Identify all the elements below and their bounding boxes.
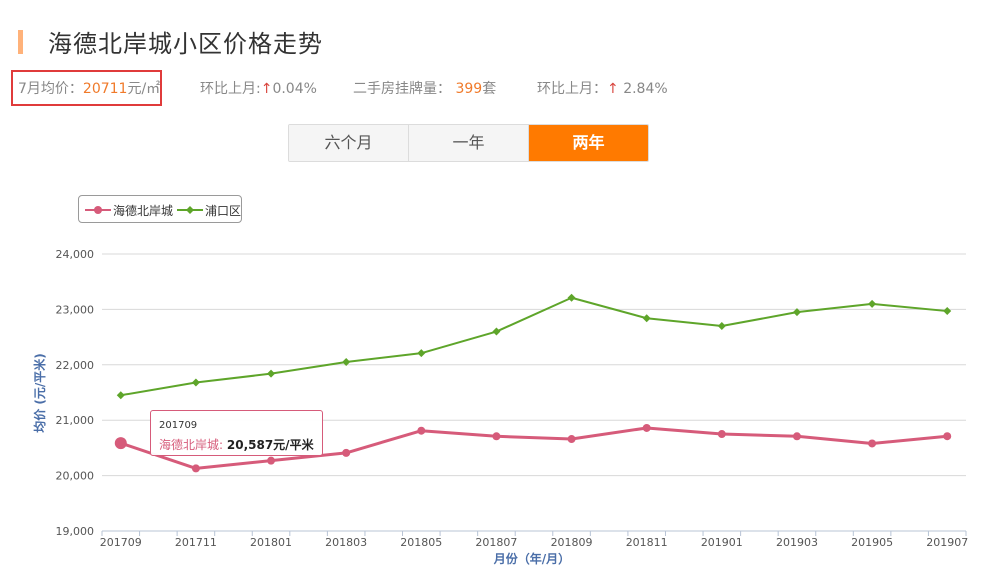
legend-item-pukou[interactable]: 浦口区 [205,204,242,218]
mom-price-label: 环比上月: [200,81,261,97]
y-tick-label: 22,000 [56,359,95,372]
mom-listing-label: 环比上月： [537,81,607,97]
avg-price-value: 20711 [82,81,128,97]
legend-marker-pukou [177,206,203,214]
data-point[interactable] [267,456,276,465]
data-point[interactable] [417,426,426,435]
chart-legend: 海德北岸城 浦口区 [78,195,242,223]
data-point[interactable] [116,391,125,400]
title-accent-bar [18,30,23,54]
avg-price-highlight [11,70,162,106]
up-arrow-icon: ↑ [607,81,619,97]
x-tick-label: 201809 [551,536,593,549]
mom-listing-stat: 环比上月：↑ 2.84% [537,78,668,98]
y-tick-label: 21,000 [56,414,95,427]
data-point[interactable] [868,439,877,448]
data-point[interactable] [943,432,952,441]
data-point[interactable] [342,358,351,367]
tab-one-year[interactable]: 一年 [409,125,529,161]
data-point[interactable] [943,307,952,316]
avg-price-stat: 7月均价：20711元/㎡ [18,78,160,98]
data-point[interactable] [868,299,877,308]
avg-price-label: 7月均价： [18,81,83,97]
data-point[interactable] [567,435,576,444]
series-line [120,296,948,397]
y-tick-label: 20,000 [56,470,95,483]
x-tick-label: 201903 [776,536,818,549]
listing-value: 399 [455,81,483,97]
x-tick-label: 201801 [250,536,292,549]
y-tick-label: 24,000 [56,248,95,261]
data-point[interactable] [417,349,426,358]
legend-marker-haide [85,206,111,214]
listing-stat: 二手房挂牌量： 399套 [353,78,496,98]
listing-unit: 套 [482,81,497,97]
mom-price-stat: 环比上月:↑0.04% [200,78,317,98]
x-tick-label: 201811 [626,536,668,549]
up-arrow-icon: ↑ [260,81,273,97]
data-point[interactable] [642,423,651,432]
tooltip-row: 海德北岸城: 20,587元/平米 [159,436,314,453]
data-point[interactable] [717,430,726,439]
tab-two-years[interactable]: 两年 [529,125,648,161]
y-tick-label: 23,000 [56,303,95,316]
x-axis-title: 月份（年/月） [493,551,570,566]
data-point[interactable] [717,322,726,331]
x-tick-label: 201709 [100,536,142,549]
data-point[interactable] [191,378,200,387]
data-point[interactable] [267,369,276,378]
x-tick-label: 201901 [701,536,743,549]
x-tick-label: 201711 [175,536,217,549]
data-point[interactable] [567,293,576,302]
avg-price-unit: 元/㎡ [127,81,161,97]
x-tick-label: 201807 [475,536,517,549]
period-tabs: 六个月 一年 两年 [288,124,649,162]
mom-listing-value: 2.84% [623,81,668,97]
tab-six-months[interactable]: 六个月 [289,125,409,161]
data-point[interactable] [492,327,501,336]
data-point[interactable] [792,432,801,441]
mom-price-value: 0.04% [272,81,317,97]
data-point[interactable] [642,314,651,323]
tooltip-series-name: 海德北岸城: [159,438,224,452]
listing-label: 二手房挂牌量： [353,81,451,97]
data-point[interactable] [191,464,200,473]
data-point[interactable] [792,308,801,317]
data-point[interactable] [114,437,127,450]
data-point[interactable] [492,432,501,441]
chart-tooltip: 201709 海德北岸城: 20,587元/平米 [150,410,323,456]
page-title: 海德北岸城小区价格走势 [48,30,323,58]
legend-item-haide[interactable]: 海德北岸城 [113,204,174,218]
x-tick-label: 201805 [400,536,442,549]
y-tick-label: 19,000 [56,525,95,538]
y-axis-title: 均价 (元/平米) [32,353,47,433]
data-point[interactable] [342,448,351,457]
x-tick-label: 201907 [926,536,968,549]
x-tick-label: 201905 [851,536,893,549]
tooltip-value: 20,587元/平米 [226,438,314,452]
tooltip-date: 201709 [159,420,198,431]
x-tick-label: 201803 [325,536,367,549]
